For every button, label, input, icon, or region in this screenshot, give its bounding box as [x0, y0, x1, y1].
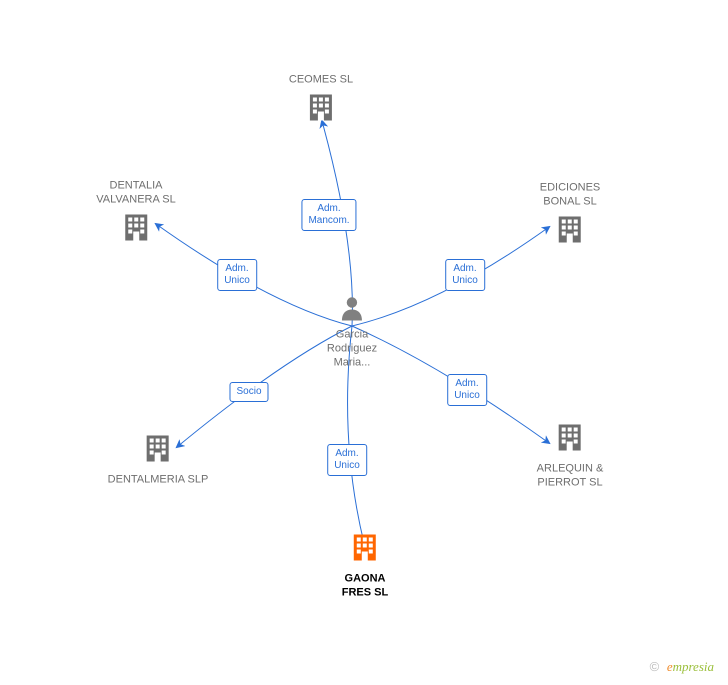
company-node[interactable]: EDICIONES BONAL SL	[540, 181, 601, 250]
edge-label: Adm. Unico	[327, 444, 367, 476]
copyright-symbol: ©	[650, 659, 660, 674]
brand-rest: mpresia	[673, 659, 714, 674]
edge-label: Adm. Mancom.	[301, 199, 356, 231]
edge	[352, 227, 549, 326]
center-node-label: Garcia Rodriguez Maria...	[327, 328, 377, 370]
company-node[interactable]: ARLEQUIN & PIERROT SL	[537, 421, 604, 490]
building-icon	[96, 211, 175, 248]
center-node[interactable]: Garcia Rodriguez Maria...	[327, 295, 377, 370]
person-icon	[327, 295, 377, 328]
company-node-label: DENTALIA VALVANERA SL	[96, 179, 175, 207]
watermark: © empresia	[650, 659, 714, 675]
building-icon	[540, 213, 601, 250]
building-icon	[537, 421, 604, 458]
building-icon	[342, 531, 388, 568]
company-node-label: ARLEQUIN & PIERROT SL	[537, 462, 604, 490]
building-icon	[289, 91, 353, 128]
building-icon	[108, 432, 209, 469]
edge-label: Adm. Unico	[447, 374, 487, 406]
network-diagram: Garcia Rodriguez Maria... CEOMES SL EDICI…	[0, 0, 728, 685]
company-node[interactable]: DENTALIA VALVANERA SL	[96, 179, 175, 248]
edge-label: Adm. Unico	[445, 259, 485, 291]
company-node-label: EDICIONES BONAL SL	[540, 181, 601, 209]
company-node[interactable]: CEOMES SL	[289, 73, 353, 128]
edge	[156, 224, 352, 326]
company-node-label: GAONA FRES SL	[342, 572, 388, 600]
edge	[352, 326, 549, 443]
edge	[177, 326, 352, 447]
edge-label: Adm. Unico	[217, 259, 257, 291]
company-node[interactable]: GAONA FRES SL	[342, 531, 388, 600]
company-node[interactable]: DENTALMERIA SLP	[108, 432, 209, 487]
company-node-label: DENTALMERIA SLP	[108, 473, 209, 487]
edge-label: Socio	[229, 382, 268, 402]
company-node-label: CEOMES SL	[289, 73, 353, 87]
